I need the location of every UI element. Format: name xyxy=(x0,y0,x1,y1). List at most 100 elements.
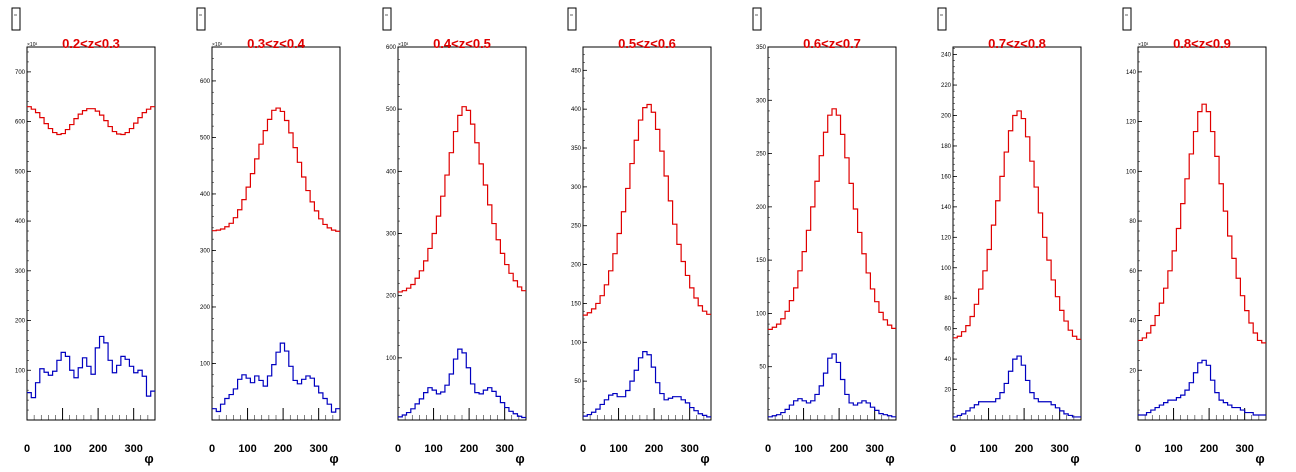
y-tick-label: 500 xyxy=(200,135,211,141)
plot-frame xyxy=(767,46,897,421)
y-tick-label: 400 xyxy=(386,169,397,175)
x-tick-label: 200 xyxy=(1200,443,1218,455)
y-tick-label: 140 xyxy=(1126,70,1137,76)
y-tick-label: 60 xyxy=(944,327,951,333)
x-tick-label: 300 xyxy=(124,443,142,455)
histogram-series-red xyxy=(583,103,711,316)
x-tick-label: 0 xyxy=(1135,443,1141,455)
x-tick-label: 100 xyxy=(424,443,442,455)
y-tick-label: 500 xyxy=(386,107,397,113)
y-tick-label: 220 xyxy=(941,83,952,89)
stats-box-icon xyxy=(196,7,206,31)
x-tick-label: 0 xyxy=(950,443,956,455)
y-tick-label: 240 xyxy=(941,53,952,59)
x-tick-label: 200 xyxy=(830,443,848,455)
panel-7: 0.8<z<0.9 ×10³ 20 40 60 80 100 120 140 0 100 200 300… xyxy=(1122,7,1267,466)
histogram-series-blue xyxy=(583,351,711,418)
panel-4: 0.5<z<0.6 50 100 150 200 250 300 350 400 450 0 100 2… xyxy=(567,7,712,466)
histogram-series-blue xyxy=(212,342,340,413)
x-tick-label: 200 xyxy=(1015,443,1033,455)
y-tick-label: 400 xyxy=(15,219,26,225)
x-tick-label: 100 xyxy=(609,443,627,455)
y-tick-label: 300 xyxy=(571,185,582,191)
plot-frame xyxy=(1137,46,1267,421)
plot-frame xyxy=(582,46,712,421)
y-tick-label: 400 xyxy=(571,107,582,113)
y-tick-label: 100 xyxy=(1126,169,1137,175)
y-tick-label: 100 xyxy=(200,361,211,367)
y-tick-label: 300 xyxy=(15,269,26,275)
stats-box-icon xyxy=(567,7,577,31)
histogram-series-blue xyxy=(768,353,896,418)
x-tick-label: 200 xyxy=(274,443,292,455)
y-tick-label: 300 xyxy=(386,232,397,238)
histogram-series-blue xyxy=(27,335,155,399)
x-axis-label: φ xyxy=(700,451,709,466)
histogram-series-blue xyxy=(953,355,1081,418)
panel-6: 0.7<z<0.8 20 40 60 80 100 120 140 160 180 200 220 24… xyxy=(937,7,1082,466)
histogram-series-red xyxy=(953,110,1081,340)
x-axis-label: φ xyxy=(329,451,338,466)
y-tick-label: 350 xyxy=(756,45,767,51)
x-tick-label: 0 xyxy=(580,443,586,455)
y-tick-label: 250 xyxy=(571,224,582,230)
y-tick-label: 120 xyxy=(941,235,952,241)
panel-title: 0.4<z<0.5 xyxy=(433,36,491,51)
x-tick-label: 0 xyxy=(765,443,771,455)
y-tick-label: 120 xyxy=(1126,120,1137,126)
panel-title: 0.3<z<0.4 xyxy=(247,36,306,51)
plot-frame xyxy=(952,46,1082,421)
stats-box-icon xyxy=(1122,7,1132,31)
stats-box-icon xyxy=(382,7,392,31)
y-tick-label: 80 xyxy=(944,296,951,302)
y-tick-label: 40 xyxy=(1129,319,1136,325)
x-tick-label: 200 xyxy=(89,443,107,455)
plot-frame xyxy=(26,46,156,421)
x-axis-label: φ xyxy=(144,451,153,466)
x-axis-label: φ xyxy=(515,451,524,466)
stats-box-icon xyxy=(752,7,762,31)
x-tick-label: 300 xyxy=(495,443,513,455)
y-tick-label: 600 xyxy=(386,45,397,51)
y-tick-label: 350 xyxy=(571,146,582,152)
x-tick-label: 100 xyxy=(53,443,71,455)
y-exponent-label: ×10³ xyxy=(398,42,408,48)
y-tick-label: 50 xyxy=(759,365,766,371)
y-tick-label: 200 xyxy=(386,294,397,300)
y-tick-label: 140 xyxy=(941,205,952,211)
panel-3: 0.4<z<0.5 ×10³ 100 200 300 400 500 600 0 100 200 30… xyxy=(382,7,527,466)
y-tick-label: 100 xyxy=(15,368,26,374)
histogram-series-red xyxy=(398,106,526,293)
x-tick-label: 0 xyxy=(24,443,30,455)
y-tick-label: 300 xyxy=(756,98,767,104)
y-tick-label: 200 xyxy=(200,305,211,311)
stats-box-icon xyxy=(937,7,947,31)
y-tick-label: 700 xyxy=(15,70,26,76)
x-tick-label: 300 xyxy=(309,443,327,455)
x-tick-label: 300 xyxy=(1235,443,1253,455)
histogram-series-red xyxy=(212,107,340,232)
x-tick-label: 100 xyxy=(794,443,812,455)
y-tick-label: 150 xyxy=(571,301,582,307)
y-exponent-label: ×10³ xyxy=(212,42,222,48)
y-tick-label: 80 xyxy=(1129,219,1136,225)
panel-1: 0.2<z<0.3 ×10³ 100 200 300 400 500 600 700 0 100 20… xyxy=(11,7,156,466)
panel-title: 0.8<z<0.9 xyxy=(1173,36,1231,51)
x-tick-label: 300 xyxy=(680,443,698,455)
panel-title: 0.6<z<0.7 xyxy=(803,36,861,51)
histogram-series-red xyxy=(768,108,896,331)
y-tick-label: 100 xyxy=(386,356,397,362)
panel-2: 0.3<z<0.4 ×10³ 100 200 300 400 500 600 0 100 200 30… xyxy=(196,7,341,466)
x-axis-label: φ xyxy=(1070,451,1079,466)
x-tick-label: 300 xyxy=(1050,443,1068,455)
y-tick-label: 40 xyxy=(944,357,951,363)
x-tick-label: 300 xyxy=(865,443,883,455)
x-axis-label: φ xyxy=(1255,451,1264,466)
y-tick-label: 400 xyxy=(200,192,211,198)
y-tick-label: 100 xyxy=(571,340,582,346)
y-tick-label: 50 xyxy=(574,379,581,385)
y-tick-label: 20 xyxy=(944,388,951,394)
x-tick-label: 200 xyxy=(460,443,478,455)
